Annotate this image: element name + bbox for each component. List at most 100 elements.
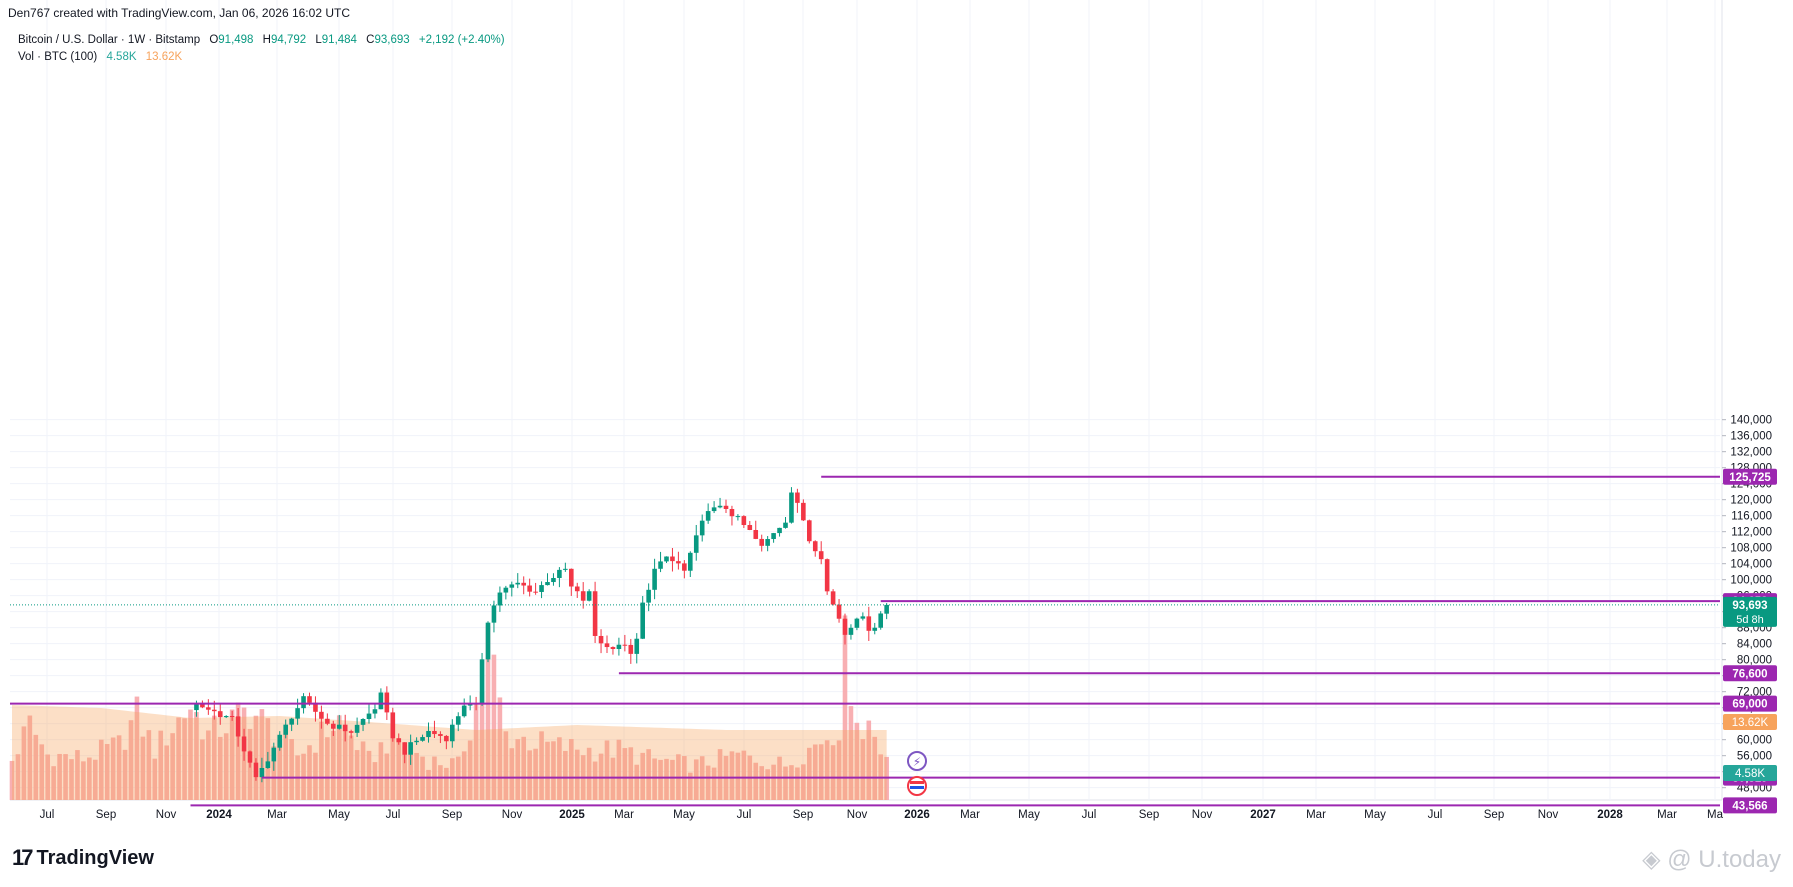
flag-stripe — [910, 786, 924, 789]
volume-bar — [735, 752, 741, 800]
candle-body — [223, 716, 229, 718]
candle-body — [693, 535, 699, 553]
volume-bar — [789, 765, 794, 800]
volume-bar — [545, 741, 550, 800]
change-value: +2,192 (+2.40%) — [418, 34, 505, 46]
level-price-label: 76,600 — [1732, 668, 1767, 680]
candle-body — [402, 742, 407, 755]
lightning-glyph: ⚡ — [913, 755, 921, 769]
time-tick-label: 2025 — [559, 809, 585, 821]
volume-bar — [765, 769, 770, 800]
candle-body — [699, 520, 705, 536]
volume-bar — [146, 730, 152, 800]
volume-bar — [206, 730, 211, 800]
candle-body — [610, 647, 616, 650]
level-price-label: 69,000 — [1732, 699, 1767, 711]
volume-bar — [63, 754, 68, 800]
volume-bar — [670, 759, 675, 800]
price-tick-label: 56,000 — [1737, 751, 1772, 763]
volume-bar — [426, 769, 431, 800]
candle-body — [795, 492, 800, 503]
volume-bar — [818, 744, 824, 800]
time-tick-label: Sep — [442, 809, 462, 821]
time-tick-label: Mar — [960, 809, 980, 821]
volume-bar — [634, 764, 640, 800]
candle-body — [801, 502, 806, 521]
volume-bar — [110, 737, 116, 800]
candle-body — [670, 556, 675, 562]
candle-body — [283, 724, 288, 735]
volume-bar — [253, 715, 259, 800]
time-tick-label: Sep — [1139, 809, 1159, 821]
symbol-legend[interactable]: Bitcoin / U.S. Dollar · 1W · Bitstamp O9… — [18, 34, 511, 46]
candle-body — [354, 724, 360, 733]
time-tick-label: Jul — [1082, 809, 1097, 821]
volume-bar — [705, 765, 711, 800]
time-tick-label: Mar — [1306, 809, 1326, 821]
candle-body — [319, 711, 324, 719]
volume-bar — [336, 715, 342, 800]
volume-legend[interactable]: Vol · BTC (100) 4.58K 13.62K — [18, 51, 182, 63]
candle-body — [295, 708, 300, 719]
volume-bar — [652, 758, 657, 800]
price-tick-label: 112,000 — [1731, 527, 1772, 539]
volume-bar — [372, 762, 378, 800]
candle-body — [491, 605, 497, 623]
volume-bar — [354, 750, 360, 800]
candle-body — [836, 604, 842, 619]
level-price-label: 125,725 — [1729, 472, 1771, 484]
volume-bar — [307, 745, 312, 800]
candle-body — [884, 604, 889, 614]
candle-body — [247, 751, 253, 763]
volume-bar — [259, 709, 265, 800]
candle-body — [741, 516, 747, 526]
volume-bar — [51, 766, 56, 800]
volume-bar — [140, 736, 146, 800]
time-tick-label: Jul — [1428, 809, 1443, 821]
volume-bar — [586, 747, 592, 800]
volume-bar — [533, 748, 538, 800]
volume-bar — [866, 720, 872, 800]
tradingview-logo[interactable]: 17 TradingView — [12, 845, 154, 871]
open-value: 91,498 — [218, 34, 254, 46]
time-tick-label: Jul — [737, 809, 752, 821]
candle-body — [414, 740, 419, 743]
time-tick-label: Nov — [1192, 809, 1213, 821]
volume-bar — [194, 712, 199, 800]
candle-body — [557, 569, 562, 578]
bar-countdown-label: 5d 8h — [1736, 614, 1764, 626]
candle-body — [515, 582, 521, 585]
candle-body — [366, 713, 372, 719]
candle-body — [497, 592, 503, 606]
volume-bar — [223, 733, 229, 800]
volume-bar — [604, 740, 610, 800]
price-tick-label: 104,000 — [1730, 559, 1772, 571]
time-tick-label: Sep — [96, 809, 116, 821]
volume-bar — [319, 721, 324, 800]
candle-body — [241, 736, 247, 752]
level-price-tag — [1723, 797, 1777, 814]
volume-bar — [491, 654, 497, 800]
volume-bar — [75, 750, 80, 800]
candle-body — [682, 563, 687, 571]
price-tick-label: 132,000 — [1730, 447, 1772, 459]
volume-bar — [217, 736, 223, 800]
volume-bar — [860, 739, 866, 800]
volume-bar — [235, 702, 241, 800]
candle-body — [313, 702, 318, 712]
price-tick-label: 80,000 — [1737, 655, 1772, 667]
price-tick-label: 120,000 — [1730, 495, 1772, 507]
volume-bar — [200, 739, 205, 800]
candle-body — [705, 511, 711, 521]
candle-body — [878, 613, 883, 628]
low-value: 91,484 — [321, 34, 357, 46]
candle-body — [390, 712, 396, 739]
volume-bar — [188, 709, 193, 800]
volume-bar — [93, 759, 98, 800]
volume-bar — [182, 718, 187, 800]
volume-bar — [39, 744, 45, 800]
volume-bar — [688, 772, 693, 800]
candle-body — [551, 577, 556, 583]
volume-bar — [872, 736, 878, 800]
